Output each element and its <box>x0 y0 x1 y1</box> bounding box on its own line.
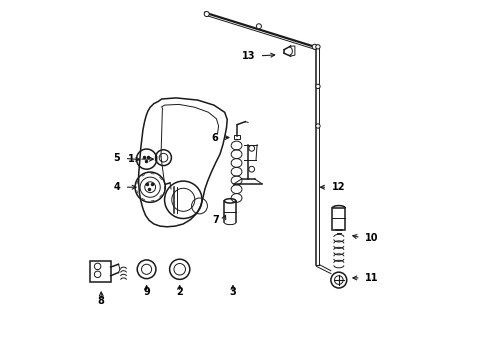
Text: 1: 1 <box>128 154 134 164</box>
Circle shape <box>315 124 320 128</box>
Text: 7: 7 <box>212 215 219 225</box>
Text: 13: 13 <box>241 51 255 61</box>
Text: 6: 6 <box>211 132 218 143</box>
Text: 4: 4 <box>113 182 120 192</box>
Circle shape <box>315 84 320 89</box>
Text: 12: 12 <box>331 182 345 192</box>
Circle shape <box>204 12 209 17</box>
Text: 5: 5 <box>113 153 120 163</box>
Bar <box>234 135 240 139</box>
Text: 11: 11 <box>365 273 378 283</box>
Text: 3: 3 <box>229 287 236 297</box>
Text: 2: 2 <box>176 287 183 297</box>
Text: 8: 8 <box>98 296 104 306</box>
Circle shape <box>311 44 317 49</box>
Circle shape <box>256 24 261 29</box>
Circle shape <box>315 45 320 49</box>
Text: 9: 9 <box>143 287 150 297</box>
Bar <box>332 208 345 230</box>
Text: 10: 10 <box>365 233 378 243</box>
